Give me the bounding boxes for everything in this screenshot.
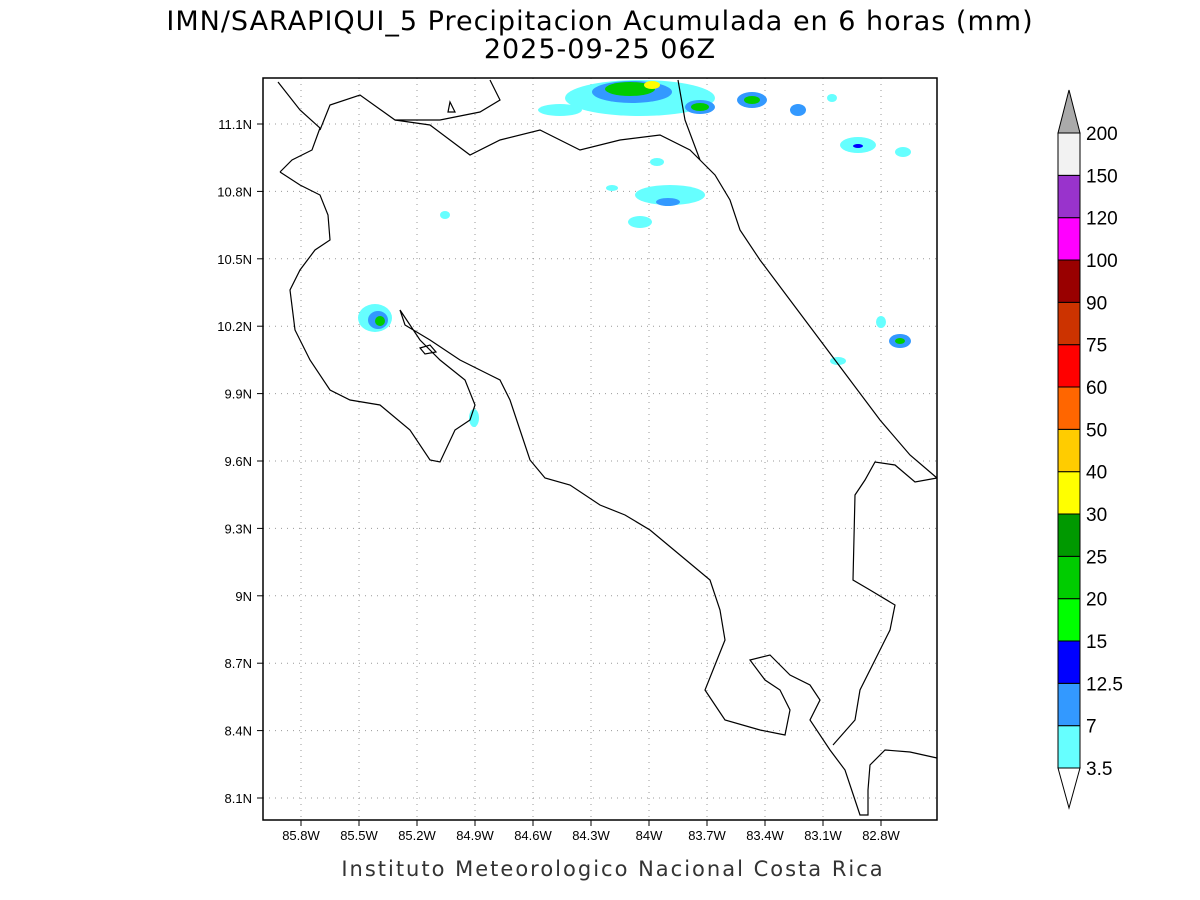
lat-tick-label: 11.1N bbox=[218, 117, 252, 132]
colorbar-box bbox=[1057, 598, 1081, 642]
colorbar-box bbox=[1057, 471, 1081, 515]
coastline bbox=[277, 79, 938, 816]
lon-tick-label: 85.2W bbox=[398, 828, 436, 843]
colorbar-box bbox=[1057, 132, 1081, 176]
colorbar-box bbox=[1057, 217, 1081, 261]
colorbar-label: 90 bbox=[1086, 293, 1107, 314]
colorbar-label: 40 bbox=[1086, 463, 1107, 484]
colorbar-box bbox=[1057, 513, 1081, 557]
colorbar-label: 200 bbox=[1086, 124, 1118, 145]
colorbar-triangle bbox=[1057, 89, 1081, 134]
colorbar-label: 60 bbox=[1086, 378, 1107, 399]
colorbar-label: 7 bbox=[1086, 717, 1097, 738]
lon-tick-label: 83.1W bbox=[804, 828, 842, 843]
footer: Instituto Meteorologico Nacional Costa R… bbox=[341, 857, 884, 881]
map-frame bbox=[262, 77, 938, 821]
lat-tick-label: 9.3N bbox=[225, 521, 252, 536]
precipitation bbox=[358, 80, 911, 427]
colorbar-box bbox=[1057, 344, 1081, 388]
lon-tick-label: 85.8W bbox=[282, 828, 320, 843]
lon-tick-label: 83.4W bbox=[746, 828, 784, 843]
colorbar-label: 120 bbox=[1086, 209, 1118, 230]
lon-tick-label: 84.9W bbox=[456, 828, 494, 843]
colorbar-box bbox=[1057, 555, 1081, 600]
lon-tick-label: 83.7W bbox=[688, 828, 726, 843]
colorbar-label: 20 bbox=[1086, 590, 1107, 611]
colorbar-box bbox=[1057, 640, 1081, 684]
subtitle: 2025-09-25 06Z bbox=[484, 34, 716, 65]
lon-tick-label: 84W bbox=[636, 828, 663, 843]
colorbar-box bbox=[1057, 301, 1081, 346]
graticule: 85.8W 85.5W 85.2W 84.9W 84.6W 84.3W 84W 83.7W 83… bbox=[217, 78, 937, 843]
colorbar-triangle bbox=[1057, 767, 1081, 810]
colorbar: 3.5 7 12.5 15 20 25 30 40 50 60 75 90 100 120 150 200 bbox=[1057, 89, 1123, 810]
colorbar-label: 150 bbox=[1086, 166, 1118, 187]
lon-tick-label: 82.8W bbox=[862, 828, 900, 843]
lat-tick-label: 10.5N bbox=[217, 252, 252, 267]
colorbar-box bbox=[1057, 386, 1081, 430]
lat-tick-label: 10.2N bbox=[217, 319, 252, 334]
lat-tick-label: 9.6N bbox=[225, 454, 252, 469]
lat-tick-label: 10.8N bbox=[217, 184, 252, 199]
lon-tick-label: 85.5W bbox=[340, 828, 378, 843]
lat-tick-label: 9.9N bbox=[225, 387, 252, 402]
colorbar-label: 50 bbox=[1086, 420, 1107, 441]
lat-tick-label: 8.1N bbox=[225, 791, 252, 806]
colorbar-label: 100 bbox=[1086, 251, 1118, 272]
colorbar-box bbox=[1057, 174, 1081, 219]
title: IMN/SARAPIQUI_5 Precipitacion Acumulada … bbox=[166, 6, 1033, 37]
lat-tick-label: 9N bbox=[235, 589, 252, 604]
colorbar-box bbox=[1057, 725, 1081, 769]
colorbar-label: 15 bbox=[1086, 632, 1107, 653]
colorbar-label: 12.5 bbox=[1086, 674, 1123, 695]
lat-tick-label: 8.7N bbox=[225, 656, 252, 671]
lon-tick-label: 84.6W bbox=[514, 828, 552, 843]
colorbar-box bbox=[1057, 682, 1081, 727]
colorbar-box bbox=[1057, 428, 1081, 473]
colorbar-label: 25 bbox=[1086, 547, 1107, 568]
colorbar-label: 3.5 bbox=[1086, 759, 1112, 780]
lat-tick-label: 8.4N bbox=[225, 724, 252, 739]
lon-tick-label: 84.3W bbox=[572, 828, 610, 843]
colorbar-label: 30 bbox=[1086, 505, 1107, 526]
colorbar-box bbox=[1057, 259, 1081, 303]
colorbar-label: 75 bbox=[1086, 336, 1107, 357]
